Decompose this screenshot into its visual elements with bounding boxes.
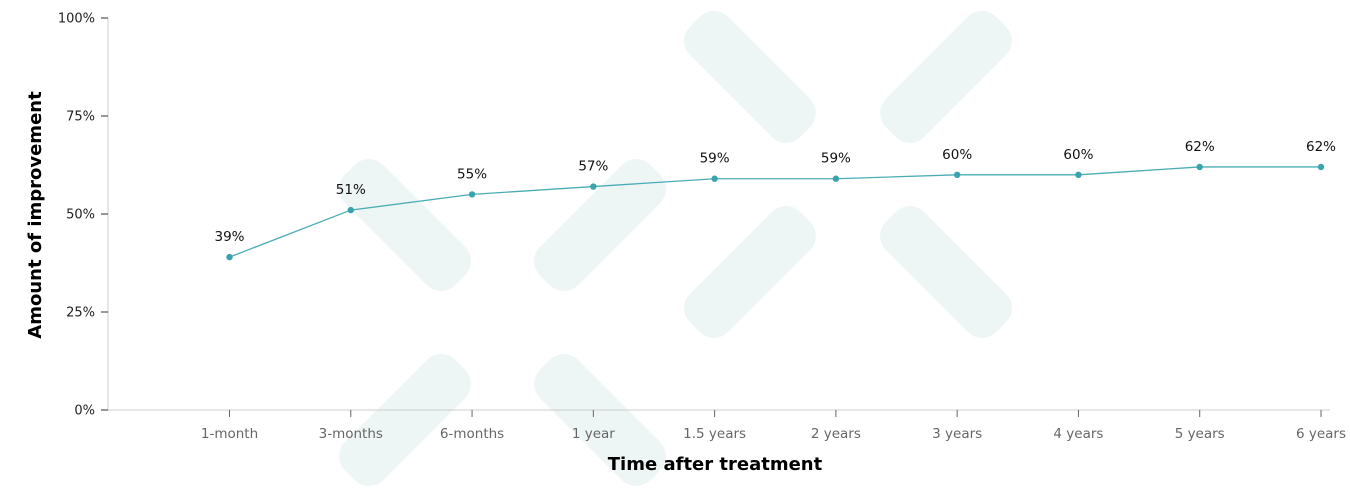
data-point (953, 171, 961, 178)
data-point (468, 191, 476, 198)
data-label: 51% (336, 182, 366, 198)
y-tick-label: 0% (74, 404, 95, 419)
watermark-bar (534, 159, 666, 291)
x-tick-label: 6 years (1296, 426, 1346, 442)
x-tick-label: 1 year (572, 426, 615, 442)
y-tick-label: 100% (58, 12, 95, 27)
data-point (711, 175, 718, 182)
watermark-bar (684, 11, 816, 143)
data-label: 55% (457, 166, 487, 182)
x-tick-label: 1.5 years (683, 426, 746, 442)
data-label: 57% (578, 159, 608, 175)
data-point (590, 183, 597, 190)
data-point (1317, 163, 1325, 171)
data-label: 60% (942, 147, 972, 163)
data-label: 62% (1306, 139, 1336, 155)
y-tick-label: 25% (66, 306, 95, 321)
data-point (832, 175, 840, 182)
x-tick-label: 6-months (440, 426, 504, 442)
data-label: 59% (700, 151, 730, 167)
x-tick-label: 2 years (811, 426, 861, 442)
data-point (1075, 171, 1082, 178)
data-point (347, 206, 354, 214)
watermark-bar (880, 11, 1012, 143)
y-axis: 0% 25% 50% 75% 100% (58, 12, 109, 419)
watermark-bar (880, 206, 1012, 338)
x-tick-label: 4 years (1053, 426, 1103, 442)
x-tick-label: 3-months (319, 426, 383, 442)
watermark-shapes (339, 11, 1012, 486)
x-tick-label: 1-month (201, 426, 258, 442)
data-point (226, 253, 233, 261)
y-tick-label: 50% (66, 208, 95, 223)
series-line (229, 166, 1321, 258)
data-label: 60% (1063, 147, 1093, 163)
x-axis: 1-month 3-months 6-months 1 year 1.5 years 2 … (108, 409, 1346, 442)
x-tick-label: 3 years (932, 426, 982, 442)
watermark-bar (339, 159, 471, 291)
data-label: 59% (821, 151, 851, 167)
x-tick-label: 5 years (1175, 426, 1225, 442)
data-label: 62% (1185, 139, 1215, 155)
y-axis-title: Amount of improvement (25, 91, 46, 339)
watermark-bar (339, 354, 471, 486)
series-line-group: 39% 51% 55% 57% 59% 59% 60% 60% 62% 62% (214, 139, 1336, 261)
y-tick-label: 75% (66, 110, 95, 125)
x-axis-title: Time after treatment (608, 454, 823, 475)
data-point (1196, 163, 1203, 171)
watermark-logo (339, 11, 1012, 486)
watermark-bar (684, 206, 816, 338)
watermark-bar (534, 354, 666, 486)
data-label: 39% (214, 229, 244, 245)
